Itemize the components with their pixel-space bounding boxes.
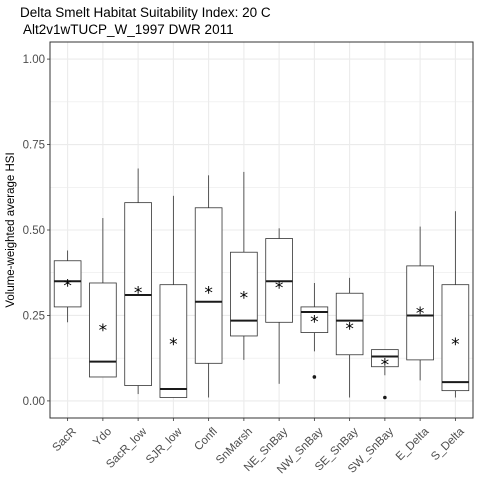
y-tick-label: 0.00 (23, 396, 45, 408)
mean-marker: * (134, 284, 143, 304)
mean-marker: * (204, 284, 213, 304)
box-NE_SnBay: * (265, 228, 293, 384)
box-body (230, 251, 258, 337)
mean-marker: * (451, 335, 460, 355)
box-body (159, 284, 188, 398)
mean-marker: * (63, 277, 72, 297)
box-body (194, 207, 223, 364)
box-body (53, 260, 82, 308)
outlier-point (383, 395, 387, 400)
box-body (441, 284, 470, 392)
chart-title: Delta Smelt Habitat Suitability Index: 2… (20, 5, 271, 20)
y-axis: 0.00 0.25 0.50 0.75 1.00 (23, 54, 50, 408)
box-SE_SnBay: * (335, 277, 364, 398)
boxes: * * * * * * * * * * * * (53, 168, 470, 400)
mean-marker: * (275, 278, 284, 298)
box-S_Delta: * (441, 211, 470, 398)
y-tick-label: 1.00 (23, 54, 45, 66)
mean-marker: * (310, 313, 319, 333)
mean-marker: * (381, 355, 390, 375)
box-SJR_low: * (159, 195, 188, 398)
y-tick-label: 0.75 (23, 140, 45, 152)
y-axis-title: Volume-weighted average HSI (5, 152, 17, 307)
box-SacR_low: * (124, 168, 152, 395)
box-body (335, 292, 364, 356)
box-SnMarsh: * (230, 171, 258, 360)
mean-marker: * (416, 304, 425, 324)
box-SW_SnBay: * (371, 349, 399, 400)
y-tick-label: 0.50 (23, 225, 45, 237)
chart-subtitle: Alt2v1wTUCP_W_1997 DWR 2011 (20, 22, 234, 37)
box-Ydo: * (89, 218, 117, 378)
box-SacR: * (53, 250, 82, 323)
box-body (371, 349, 399, 368)
box-body (406, 265, 434, 361)
y-tick-label: 0.25 (23, 310, 45, 322)
box-E_Delta: * (406, 226, 434, 381)
box-NW_SnBay: * (300, 282, 329, 379)
box-Confl: * (194, 175, 223, 398)
mean-marker: * (99, 321, 108, 341)
mean-marker: * (345, 319, 354, 339)
outlier-point (312, 375, 317, 379)
mean-marker: * (169, 335, 178, 355)
mean-marker: * (240, 289, 249, 309)
